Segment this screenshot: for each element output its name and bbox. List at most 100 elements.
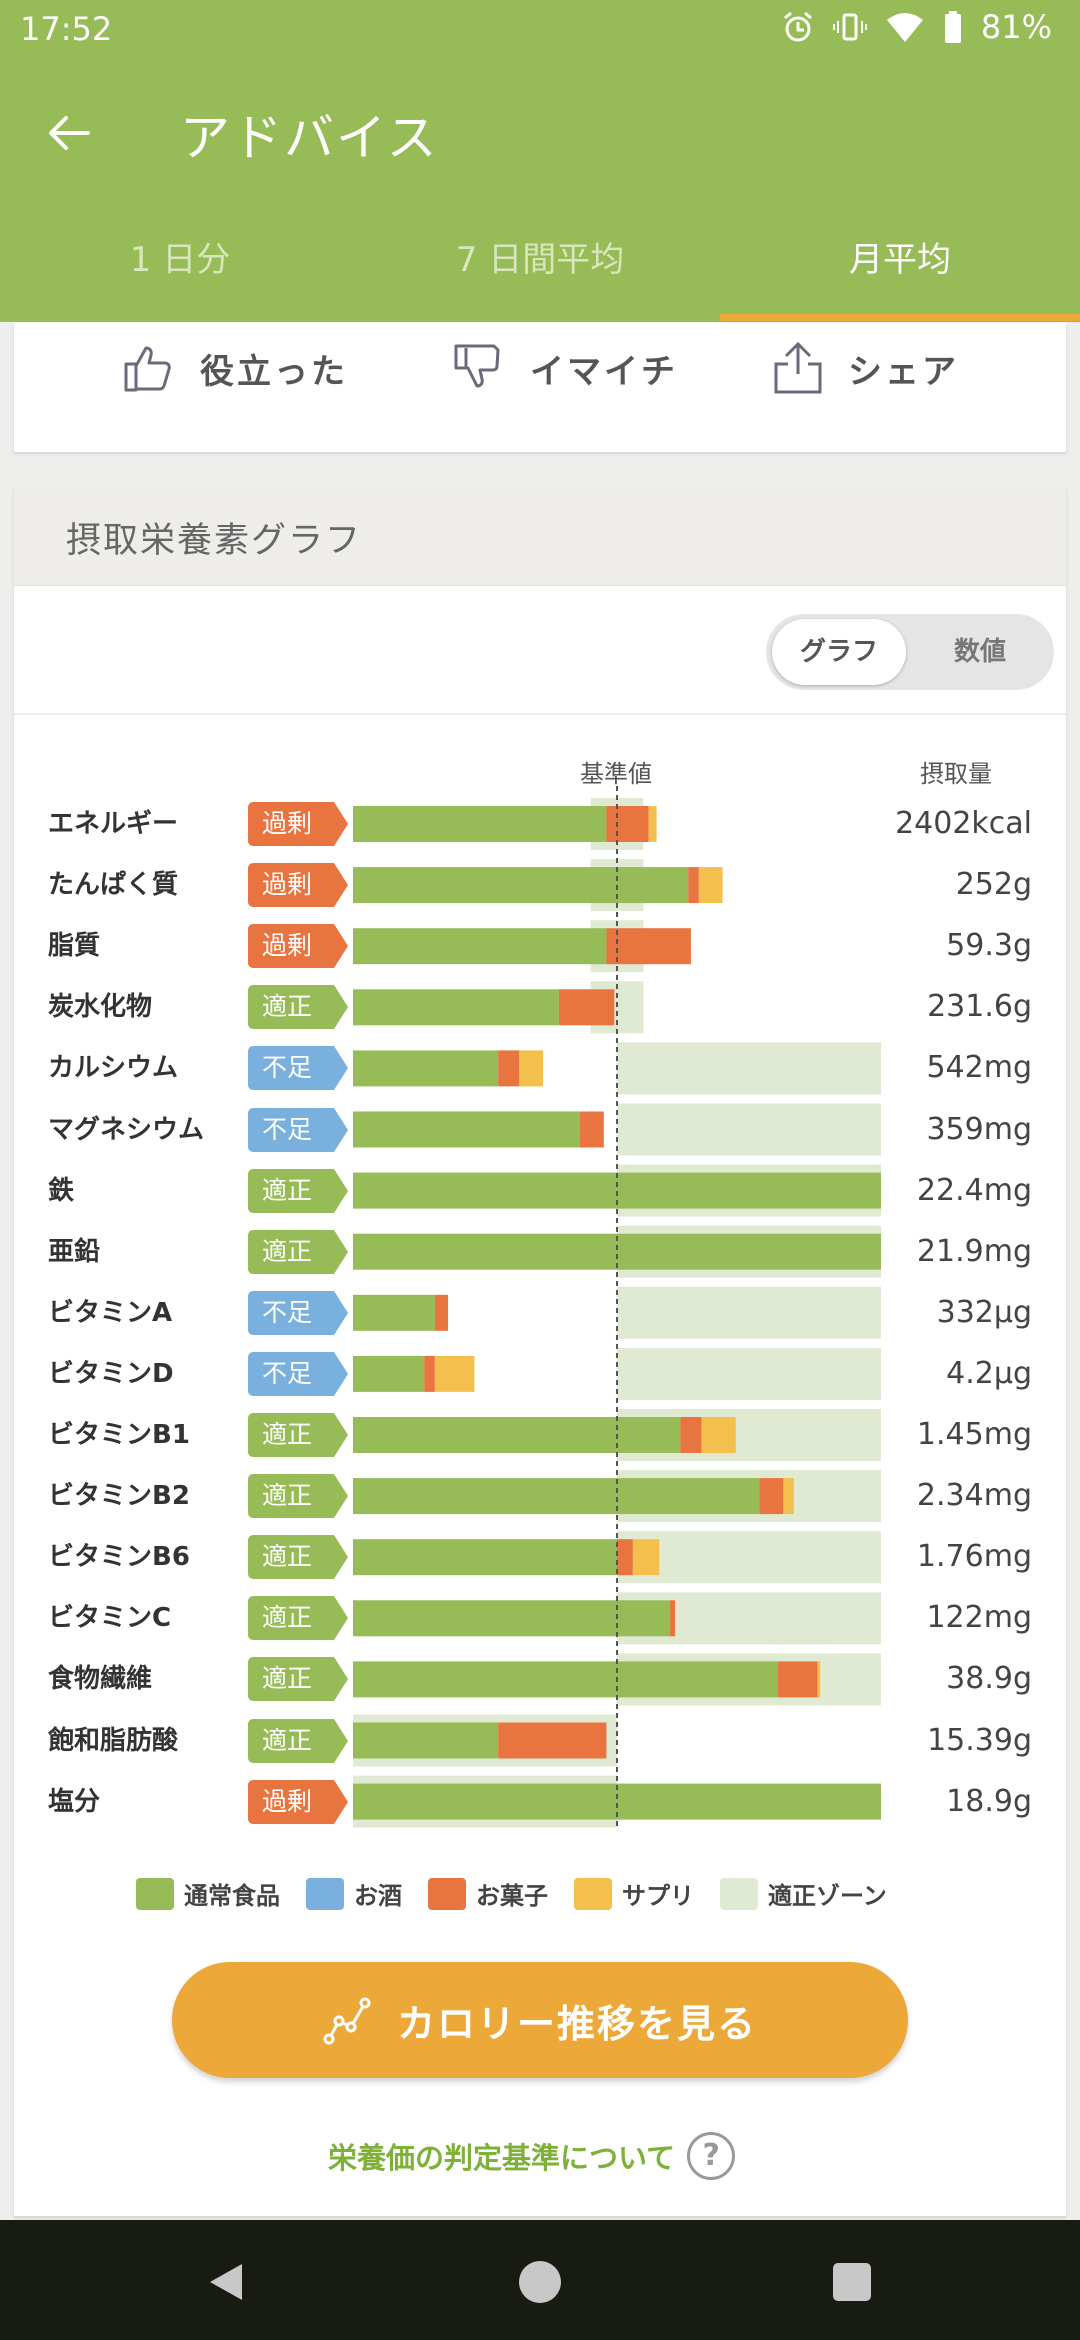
nutrient-name: 脂質 <box>48 931 101 962</box>
tab-one-day[interactable]: 1 日分 <box>129 240 231 280</box>
intake-value: 22.4mg <box>916 1172 1032 1208</box>
intake-value: 2402kcal <box>895 806 1032 841</box>
badge-arrow <box>334 863 348 908</box>
not-good-label: イマイチ <box>530 351 678 392</box>
badge-arrow <box>334 1779 348 1824</box>
status-badge: 過剰 <box>248 863 348 908</box>
intake-value: 252g <box>955 867 1032 903</box>
badge-arrow <box>334 985 348 1030</box>
help-icon[interactable]: ? <box>687 2132 736 2180</box>
nutrition-card-header <box>14 486 1066 586</box>
status-badge: 適正 <box>248 985 348 1030</box>
badge-arrow <box>334 1168 348 1213</box>
nutrient-name: ビタミンB6 <box>48 1542 190 1573</box>
useful-button[interactable]: 役立った <box>120 340 348 396</box>
legend-snack-label: お菓子 <box>476 1882 548 1910</box>
badge-arrow <box>334 1596 348 1641</box>
nutrient-name: カルシウム <box>48 1053 179 1084</box>
intake-value: 21.9mg <box>916 1233 1032 1269</box>
calorie-trend-label: カロリー推移を見る <box>396 2001 757 2046</box>
nutrition-card <box>14 486 1066 2216</box>
status-badge: 適正 <box>248 1596 348 1641</box>
nav-home-icon[interactable] <box>518 2260 562 2304</box>
toggle-graph[interactable]: グラフ <box>772 619 906 685</box>
legend-normal: 通常食品 <box>136 1876 280 1911</box>
status-badge: 過剰 <box>248 924 348 969</box>
trend-line-icon <box>323 1997 371 2045</box>
nutrient-name: エネルギー <box>48 809 179 839</box>
nutrient-name: マグネシウム <box>48 1114 205 1145</box>
intake-value: 38.9g <box>946 1661 1032 1697</box>
nutrient-name: ビタミンD <box>48 1358 174 1389</box>
legend: 通常食品 お酒 お菓子 サプリ 適正ゾーン <box>136 1876 887 1911</box>
badge-arrow <box>334 1718 348 1763</box>
badge-arrow <box>334 802 348 846</box>
badge-arrow <box>334 924 348 969</box>
nutrient-name: ビタミンB1 <box>48 1420 190 1450</box>
nutrient-name: ビタミンA <box>48 1297 173 1328</box>
badge-arrow <box>334 1046 348 1091</box>
badge-arrow <box>334 1474 348 1519</box>
nutrient-name: 亜鉛 <box>48 1236 101 1267</box>
intake-value: 332µg <box>936 1294 1032 1330</box>
legend-normal-label: 通常食品 <box>184 1882 280 1910</box>
status-badge: 適正 <box>248 1657 348 1702</box>
nutrient-name: 炭水化物 <box>48 992 153 1023</box>
status-badge: 不足 <box>248 1290 348 1335</box>
status-badge: 過剰 <box>248 1779 348 1824</box>
intake-value: 18.9g <box>946 1783 1032 1819</box>
nav-recents-icon[interactable] <box>832 2262 872 2302</box>
nutrient-name: 塩分 <box>48 1786 101 1817</box>
not-good-button[interactable]: イマイチ <box>450 340 678 396</box>
calorie-trend-button[interactable]: カロリー推移を見る <box>172 1962 908 2078</box>
legend-snack: お菓子 <box>428 1876 548 1911</box>
badge-arrow <box>334 1290 348 1335</box>
legend-alcohol: お酒 <box>306 1876 402 1911</box>
legend-supplement-label: サプリ <box>622 1882 694 1910</box>
status-badge: 不足 <box>248 1046 348 1091</box>
share-icon <box>774 341 822 394</box>
status-badge: 適正 <box>248 1168 348 1213</box>
intake-value: 15.39g <box>927 1722 1032 1758</box>
intake-value: 1.45mg <box>916 1417 1032 1452</box>
nutrient-name: ビタミンC <box>48 1603 172 1634</box>
tab-monthly-average[interactable]: 月平均 <box>849 240 951 280</box>
tab-seven-day-average[interactable]: 7 日間平均 <box>455 240 625 280</box>
wifi-icon <box>886 13 923 42</box>
status-badge: 不足 <box>248 1351 348 1396</box>
useful-label: 役立った <box>200 351 348 392</box>
status-badge: 適正 <box>248 1474 348 1519</box>
intake-value: 2.34mg <box>916 1478 1032 1514</box>
standard-value-header: 基準値 <box>580 760 652 788</box>
intake-header: 摂取量 <box>920 760 992 788</box>
status-time: 17:52 <box>20 10 113 48</box>
divider <box>14 713 1066 715</box>
status-badge: 適正 <box>248 1535 348 1580</box>
badge-arrow <box>334 1107 348 1152</box>
nutrient-name: たんぱく質 <box>48 870 179 901</box>
active-tab-indicator <box>720 314 1080 321</box>
toggle-value[interactable]: 数値 <box>953 637 1006 667</box>
vibrate-icon <box>832 13 867 41</box>
thumbs-down-icon <box>454 344 500 388</box>
share-button[interactable]: シェア <box>772 340 959 396</box>
nav-back-icon[interactable] <box>206 2262 246 2302</box>
legend-zone: 適正ゾーン <box>720 1876 887 1911</box>
status-badge: 適正 <box>248 1718 348 1763</box>
status-badge: 適正 <box>248 1229 348 1274</box>
criteria-link[interactable]: 栄養価の判定基準について ? <box>328 2132 736 2180</box>
share-label: シェア <box>848 351 959 392</box>
badge-arrow <box>334 1229 348 1274</box>
feedback-card <box>14 322 1066 452</box>
badge-arrow <box>334 1351 348 1396</box>
legend-zone-label: 適正ゾーン <box>768 1882 887 1910</box>
back-arrow-icon[interactable] <box>44 108 94 158</box>
intake-value: 1.76mg <box>916 1539 1032 1575</box>
criteria-link-label: 栄養価の判定基準について <box>328 2141 676 2175</box>
status-icons: 81% <box>781 8 1052 46</box>
legend-supplement: サプリ <box>574 1876 694 1911</box>
status-badge: 適正 <box>248 1413 348 1457</box>
intake-value: 542mg <box>926 1050 1032 1086</box>
thumbs-up-icon <box>124 346 171 392</box>
nutrient-name: 飽和脂肪酸 <box>48 1725 179 1756</box>
